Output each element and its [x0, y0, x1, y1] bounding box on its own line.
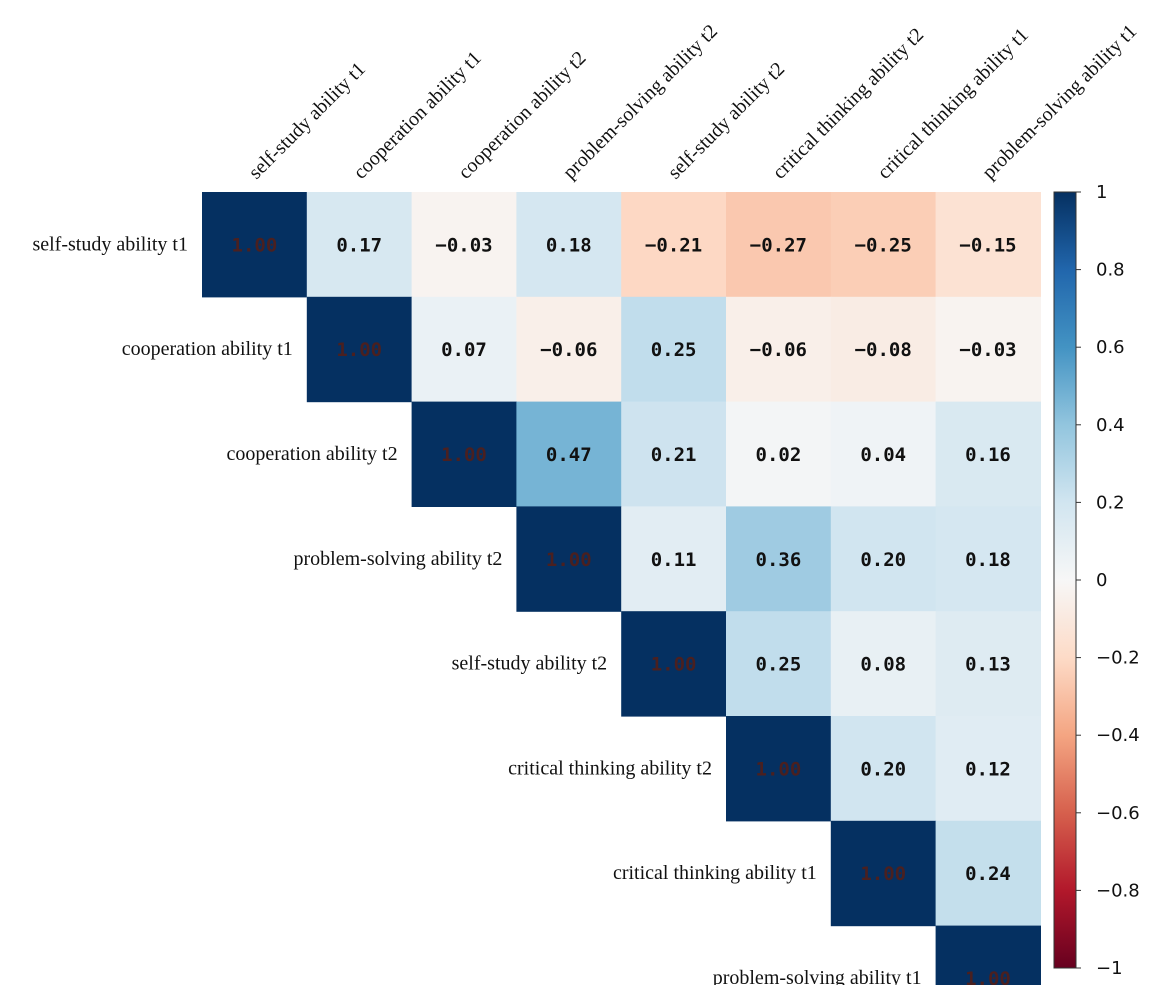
cell-value-label: 0.11 [651, 549, 697, 571]
colorbar-tick-label: −0.4 [1096, 725, 1140, 746]
colorbar-tick-label: 1 [1096, 182, 1107, 203]
colorbar-tick-label: 0 [1096, 570, 1107, 591]
heatmap-cell [726, 611, 832, 717]
colorbar-tick-label: 0.4 [1096, 415, 1125, 436]
heatmap-cells: 1.00 0.17 −0.03 0.18 −0.21 −0.27 −0.25 −0.15 1.0… [202, 192, 1041, 985]
cell-value-label: −0.15 [959, 234, 1016, 256]
heatmap-cell [726, 401, 832, 507]
colorbar-tick-label: 0.6 [1096, 337, 1125, 358]
cell-value-label: −0.27 [750, 234, 807, 256]
heatmap-cell [830, 296, 937, 403]
cell-value-label: 1.00 [232, 234, 278, 256]
heatmap-cell [726, 192, 832, 298]
heatmap-cell [935, 401, 1041, 507]
heatmap-cell [621, 611, 727, 717]
cell-value-label: −0.25 [855, 234, 912, 256]
row-label: self-study ability t2 [452, 653, 608, 675]
cell-value-label: 0.18 [546, 234, 592, 256]
heatmap-cell [935, 820, 1041, 927]
heatmap-cell [830, 192, 937, 298]
row-label: problem-solving ability t2 [294, 548, 503, 570]
colorbar-tick-label: 0.8 [1096, 260, 1125, 281]
cell-value-label: 0.47 [546, 444, 592, 466]
cell-value-label: −0.08 [855, 339, 912, 361]
cell-value-label: 0.12 [965, 758, 1011, 780]
row-label: self-study ability t1 [32, 233, 188, 255]
colorbar-tick-label: 0.2 [1096, 492, 1125, 513]
heatmap-cell [726, 716, 832, 822]
heatmap-cell [935, 506, 1041, 612]
heatmap-cell [726, 506, 832, 612]
cell-value-label: 1.00 [336, 339, 382, 361]
cell-value-label: 0.08 [860, 654, 906, 676]
heatmap-cell [306, 192, 413, 298]
heatmap-cell [516, 506, 622, 612]
heatmap-cell [935, 716, 1041, 822]
cell-value-label: −0.03 [435, 234, 492, 256]
row-label: critical thinking ability t2 [508, 757, 712, 779]
heatmap-cell [935, 611, 1041, 717]
heatmap-cell [935, 296, 1041, 403]
cell-value-label: 1.00 [441, 444, 487, 466]
colorbar-tick-label: −0.8 [1096, 880, 1140, 901]
row-labels: self-study ability t1 cooperation ability… [32, 233, 921, 985]
heatmap-cell [411, 401, 517, 507]
cell-value-label: −0.06 [540, 339, 597, 361]
colorbar-tick-label: −0.2 [1096, 648, 1140, 669]
cell-value-label: 0.07 [441, 339, 487, 361]
colorbar-gradient [1053, 191, 1077, 969]
colorbar: 1 0.8 0.6 0.4 0.2 0 −0.2 −0.4 −0.6 −0.8 −1 [1053, 182, 1140, 979]
heatmap-cell [411, 296, 517, 403]
cell-value-label: 1.00 [860, 863, 906, 885]
cell-value-label: 0.16 [965, 444, 1011, 466]
cell-value-label: 0.25 [756, 654, 802, 676]
row-label: cooperation ability t2 [227, 443, 398, 465]
cell-value-label: −0.21 [645, 234, 702, 256]
heatmap-cell [830, 506, 937, 612]
heatmap-cell [830, 716, 937, 822]
heatmap-cell [202, 192, 308, 298]
row-label: critical thinking ability t1 [613, 862, 817, 884]
row-label: problem-solving ability t1 [713, 967, 922, 985]
heatmap-cell [306, 296, 413, 403]
cell-value-label: 0.02 [756, 444, 802, 466]
heatmap-cell [621, 506, 727, 612]
cell-value-label: 1.00 [756, 758, 802, 780]
cell-value-label: 0.17 [336, 234, 382, 256]
cell-value-label: 0.21 [651, 444, 697, 466]
heatmap-cell [621, 401, 727, 507]
heatmap-cell [516, 192, 622, 298]
heatmap-cell [516, 401, 622, 507]
cell-value-label: −0.06 [750, 339, 807, 361]
heatmap-cell [830, 611, 937, 717]
heatmap-cell [830, 820, 937, 927]
heatmap-cell [621, 192, 727, 298]
cell-value-label: 1.00 [651, 654, 697, 676]
cell-value-label: 0.18 [965, 549, 1011, 571]
cell-value-label: 0.20 [860, 549, 906, 571]
row-label: cooperation ability t1 [122, 338, 293, 360]
colorbar-tick-label: −1 [1096, 958, 1123, 979]
heatmap-cell [935, 925, 1041, 985]
heatmap-cell [516, 296, 622, 403]
colorbar-tick-label: −0.6 [1096, 803, 1140, 824]
heatmap-cell [935, 192, 1041, 298]
cell-value-label: 0.13 [965, 654, 1011, 676]
heatmap-cell [621, 296, 727, 403]
cell-value-label: 1.00 [965, 968, 1011, 985]
cell-value-label: 0.25 [651, 339, 697, 361]
cell-value-label: 0.36 [756, 549, 802, 571]
heatmap-cell [411, 192, 517, 298]
cell-value-label: 1.00 [546, 549, 592, 571]
cell-value-label: 0.04 [860, 444, 906, 466]
cell-value-label: 0.20 [860, 758, 906, 780]
cell-value-label: −0.03 [959, 339, 1016, 361]
heatmap-cell [726, 296, 832, 403]
cell-value-label: 0.24 [965, 863, 1011, 885]
heatmap-cell [830, 401, 937, 507]
